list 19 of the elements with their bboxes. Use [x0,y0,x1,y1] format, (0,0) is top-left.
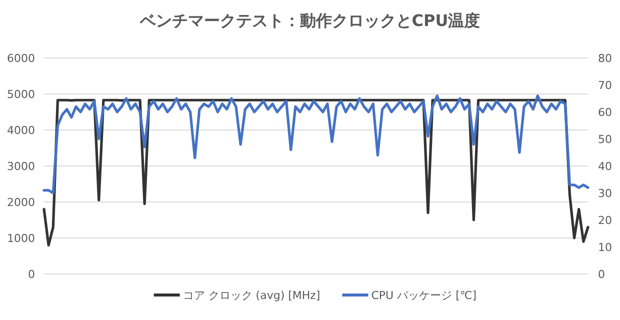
y-tick-label: 4000 [7,124,35,137]
y-tick-label: 1000 [7,232,35,245]
y-tick-label: 3000 [7,160,35,173]
legend-label: コア クロック (avg) [MHz] [182,289,320,302]
y2-tick-label: 40 [598,160,612,173]
y2-tick-label: 80 [598,52,612,65]
y2-tick-label: 20 [598,214,612,227]
y-tick-label: 0 [28,268,35,281]
y2-tick-label: 30 [598,187,612,200]
y-tick-label: 6000 [7,52,35,65]
y-tick-label: 5000 [7,88,35,101]
y2-tick-label: 50 [598,133,612,146]
title: ベンチマークテスト：動作クロックとCPU温度 [140,11,480,30]
y2-tick-label: 70 [598,79,612,92]
y2-tick-label: 60 [598,106,612,119]
y2-tick-label: 10 [598,241,612,254]
y2-tick-label: 0 [598,268,605,281]
y-tick-label: 2000 [7,196,35,209]
legend-label: CPU パッケージ [℃] [371,289,477,302]
